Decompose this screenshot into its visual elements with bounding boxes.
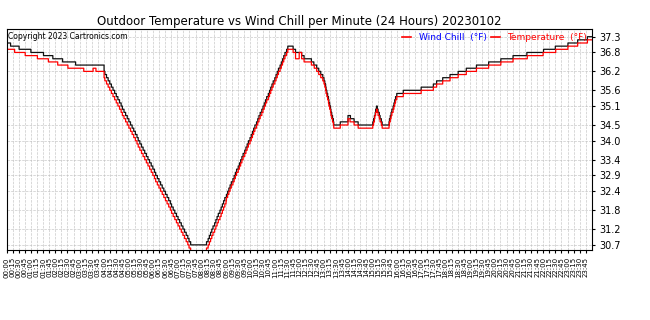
Title: Outdoor Temperature vs Wind Chill per Minute (24 Hours) 20230102: Outdoor Temperature vs Wind Chill per Mi… [97,15,501,28]
Legend: Wind Chill  (°F), Temperature  (°F): Wind Chill (°F), Temperature (°F) [402,33,587,42]
Text: Copyright 2023 Cartronics.com: Copyright 2023 Cartronics.com [8,32,128,41]
